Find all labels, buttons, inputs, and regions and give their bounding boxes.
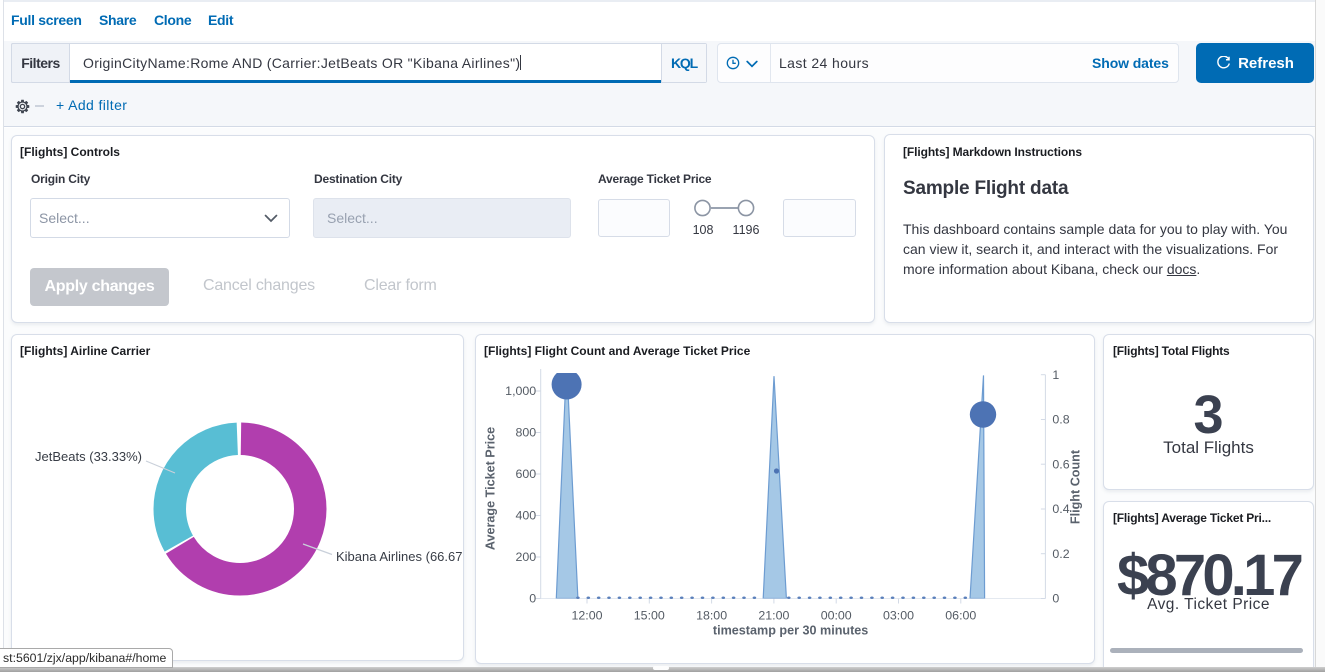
svg-text:Average Ticket Price: Average Ticket Price <box>484 427 498 550</box>
svg-text:18:00: 18:00 <box>696 609 727 623</box>
svg-text:0.6: 0.6 <box>1052 457 1069 471</box>
svg-text:0.2: 0.2 <box>1052 547 1069 561</box>
svg-text:400: 400 <box>516 509 537 523</box>
svg-text:03:00: 03:00 <box>883 609 914 623</box>
svg-text:600: 600 <box>516 467 537 481</box>
svg-text:21:00: 21:00 <box>758 609 789 623</box>
svg-text:timestamp per 30 minutes: timestamp per 30 minutes <box>713 624 868 638</box>
svg-text:0.4: 0.4 <box>1052 502 1069 516</box>
svg-text:06:00: 06:00 <box>945 609 976 623</box>
svg-text:00:00: 00:00 <box>821 609 852 623</box>
svg-text:1,000: 1,000 <box>505 384 536 398</box>
svg-text:12:00: 12:00 <box>571 609 602 623</box>
svg-text:200: 200 <box>516 550 537 564</box>
svg-text:Flight Count: Flight Count <box>1069 449 1083 524</box>
svg-text:0.8: 0.8 <box>1052 413 1069 427</box>
svg-text:0: 0 <box>1052 592 1059 606</box>
svg-text:800: 800 <box>516 426 537 440</box>
svg-text:1: 1 <box>1052 368 1059 382</box>
svg-text:15:00: 15:00 <box>634 609 665 623</box>
svg-text:0: 0 <box>529 592 536 606</box>
